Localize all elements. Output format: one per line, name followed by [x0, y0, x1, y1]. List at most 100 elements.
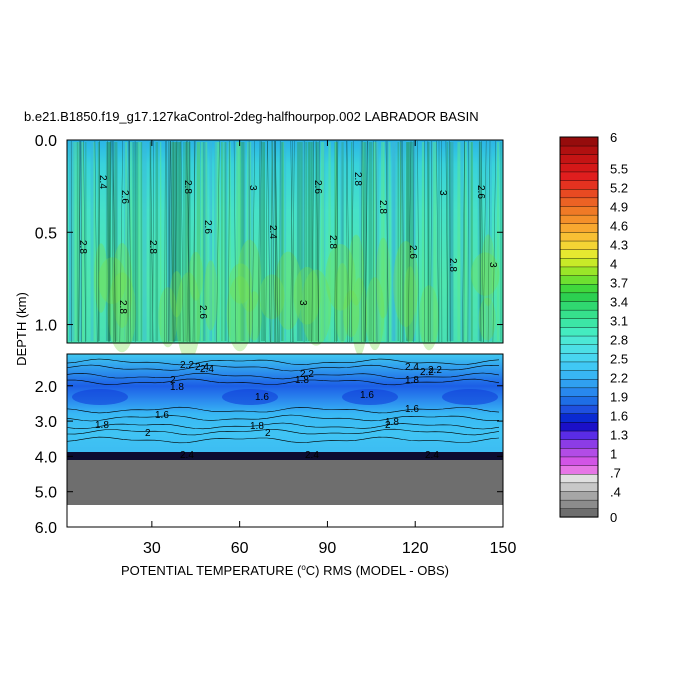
- contour-stripe: [393, 142, 397, 341]
- contour-stripe: [223, 142, 225, 341]
- contour-stripe: [409, 142, 414, 341]
- contour-stripe: [93, 142, 96, 341]
- contour-stripe: [368, 142, 373, 341]
- seafloor-contour-label: 2.4: [305, 450, 319, 461]
- contour-stripe: [132, 142, 135, 341]
- contour-line: [259, 140, 262, 343]
- colorbar-label: 5.5: [610, 162, 628, 177]
- colorbar-swatch: [559, 214, 599, 224]
- contour-line: [265, 140, 268, 343]
- colorbar-swatch: [559, 456, 599, 466]
- contour-line: [119, 140, 123, 343]
- colorbar-label: 0: [610, 510, 617, 525]
- contour-stripe: [432, 142, 437, 341]
- contour-label: 1.8: [295, 375, 309, 386]
- contour-line: [164, 140, 166, 343]
- colorbar-swatch: [559, 361, 599, 371]
- contour-line: [251, 140, 255, 343]
- contour-line: [66, 436, 500, 444]
- x-tick-label: 30: [143, 540, 161, 557]
- contour-stripe: [205, 142, 208, 341]
- contour-stripe: [69, 142, 72, 341]
- contour-line: [270, 140, 273, 343]
- colorbar-swatch: [559, 421, 599, 432]
- contour-patch: [351, 277, 368, 356]
- colorbar-swatch: [559, 145, 599, 155]
- contour-line: [126, 140, 129, 343]
- seafloor-contour-label: 2.4: [425, 450, 439, 461]
- contour-stripe: [200, 142, 204, 341]
- contour-line: [170, 140, 174, 343]
- contour-label: 2.6: [119, 190, 130, 204]
- colorbar-swatch: [559, 266, 599, 276]
- contour-line: [480, 140, 484, 343]
- contour-stripe: [311, 142, 314, 341]
- colorbar-swatch: [559, 240, 599, 250]
- contour-stripe: [315, 142, 319, 341]
- contour-line: [129, 140, 132, 343]
- contour-line: [479, 140, 482, 343]
- colorbar-swatch: [559, 387, 599, 397]
- contour-label: 2.8: [117, 300, 128, 314]
- colorbar: [559, 136, 599, 518]
- contour-stripe: [140, 142, 142, 341]
- colorbar-swatch: [559, 344, 599, 354]
- contour-line: [257, 140, 261, 343]
- x-axis-label: POTENTIAL TEMPERATURE (oC) RMS (MODEL - …: [121, 563, 449, 578]
- contour-line: [66, 372, 500, 380]
- contour-stripe: [210, 142, 213, 341]
- contour-label: 1.6: [155, 410, 169, 421]
- colorbar-swatch: [559, 292, 599, 302]
- contour-stripe: [387, 142, 390, 341]
- contour-stripe: [328, 142, 331, 341]
- contour-patch: [301, 269, 332, 346]
- contour-line: [66, 414, 500, 422]
- bottom-panel-contour-labels: 2.42.221.81.61.61.821.8 22.22.41.81.61.82…: [95, 360, 442, 461]
- contour-stripe: [214, 142, 219, 341]
- colorbar-swatch: [559, 499, 599, 509]
- contour-patch: [98, 257, 127, 304]
- contour-line: [112, 140, 116, 343]
- contour-line: [492, 140, 497, 343]
- contour-stripe: [263, 142, 265, 341]
- colorbar-swatch: [559, 283, 599, 294]
- contour-stripe: [363, 142, 367, 341]
- contour-stripe: [130, 142, 133, 341]
- contour-label: 2.8: [447, 258, 458, 272]
- contour-label: 2.4: [97, 175, 108, 189]
- contour-label: 1.8: [405, 375, 419, 386]
- contour-stripe: [235, 142, 240, 341]
- colorbar-swatch: [559, 171, 599, 181]
- contour-stripe: [125, 142, 128, 341]
- contour-line: [427, 140, 429, 343]
- contour-stripe: [76, 142, 79, 341]
- contour-label: 2.6: [312, 180, 323, 194]
- contour-line: [107, 140, 109, 343]
- contour-line: [150, 140, 154, 343]
- contour-stripe: [341, 142, 343, 341]
- contour-label: 1.6: [405, 404, 419, 415]
- land-mask: [67, 460, 503, 505]
- contour-line: [66, 358, 500, 366]
- contour-patch: [365, 277, 385, 351]
- seafloor-black-band: [67, 452, 503, 460]
- contour-stripe: [351, 142, 353, 341]
- contour-line: [111, 140, 114, 343]
- contour-patch: [237, 239, 262, 312]
- contour-stripe: [322, 142, 326, 341]
- y-tick-label: 3.0: [35, 414, 57, 431]
- contour-patch: [403, 266, 418, 343]
- contour-stripe: [381, 142, 384, 341]
- contour-line: [362, 140, 365, 343]
- contour-line: [407, 140, 412, 343]
- y-axis-bottom: 2.0 3.0 4.0 5.0 6.0: [35, 379, 503, 537]
- contour-stripe: [228, 142, 231, 341]
- contour-stripe: [142, 142, 147, 341]
- colorbar-swatch: [559, 300, 599, 311]
- contour-stripe: [239, 142, 244, 341]
- colorbar-swatch: [559, 395, 599, 406]
- contour-stripe: [188, 142, 191, 341]
- colorbar-label: 3.7: [610, 276, 628, 291]
- colorbar-swatch: [559, 378, 599, 389]
- contour-line: [311, 140, 314, 343]
